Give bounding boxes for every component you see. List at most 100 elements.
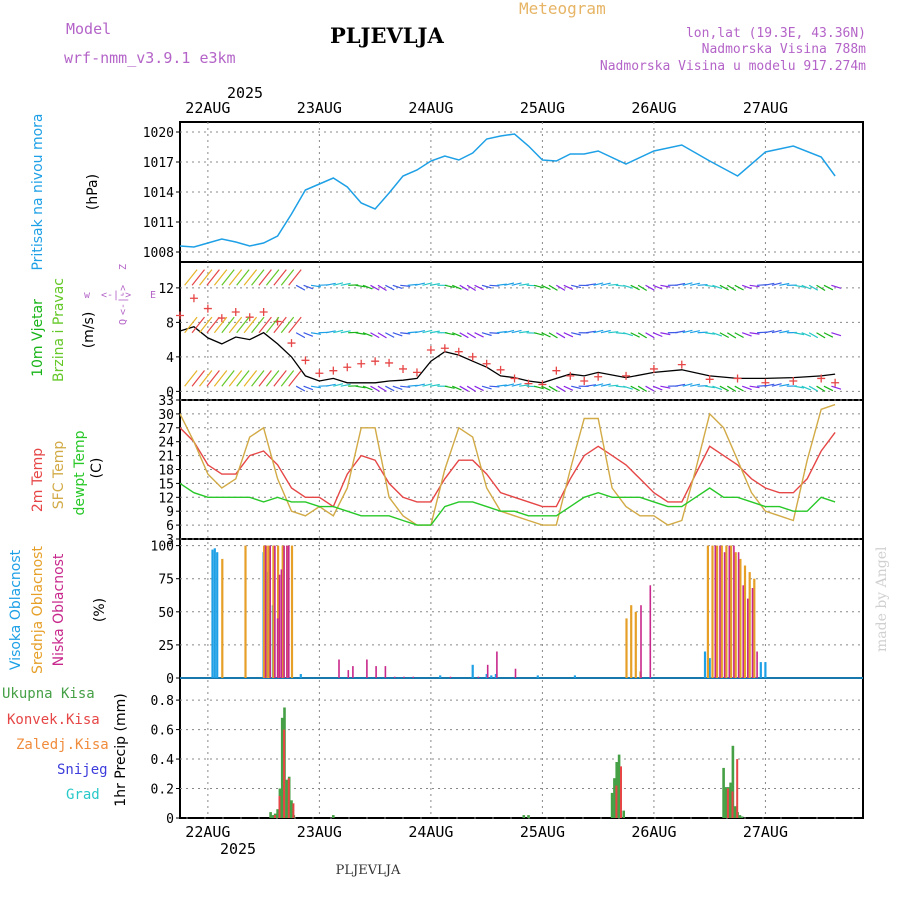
wind-gust-marker	[440, 344, 449, 353]
wind-direction-arrow	[764, 282, 775, 286]
wind-direction-arrow	[466, 385, 477, 392]
wind-direction-arrow	[370, 385, 380, 392]
mid-cloud-bar	[743, 565, 747, 678]
wind-direction-arrow	[548, 332, 558, 339]
wind-direction-arrow	[481, 284, 492, 289]
sfc-temp-line	[179, 403, 836, 526]
wind-direction-arrow	[697, 331, 708, 334]
total-precip-bar	[617, 754, 621, 818]
mid-cloud-bar	[625, 618, 628, 678]
wind-direction-arrow	[741, 332, 752, 337]
total-precip-bar	[610, 792, 614, 818]
low-cloud-bar	[449, 676, 452, 678]
low-cloud-bar	[393, 676, 396, 678]
wind-gust-marker	[594, 372, 603, 381]
wind-direction-arrow	[556, 284, 566, 291]
wind-dir-z: Z	[118, 264, 129, 270]
wind-direction-arrow	[704, 385, 715, 389]
wind-direction-arrow	[303, 284, 314, 290]
y-tick-label: 0	[166, 672, 174, 687]
wind-direction-arrow	[303, 385, 314, 391]
wind-direction-arrow	[362, 385, 373, 391]
wind-direction-arrow	[385, 332, 395, 338]
y-tick-label: 15	[158, 477, 174, 492]
wind-direction-arrow	[556, 385, 566, 392]
wind-direction-arrow	[280, 316, 295, 334]
low-cloud-bar	[751, 588, 754, 678]
wind-direction-arrow	[600, 383, 611, 387]
wind-gust-marker	[329, 366, 338, 375]
wind-direction-arrow	[749, 385, 760, 389]
wind-direction-arrow	[422, 329, 433, 334]
wind-direction-arrow	[660, 332, 671, 336]
wind-direction-arrow	[377, 385, 387, 392]
total-precip-bar	[290, 800, 293, 818]
mid-cloud-bar	[221, 558, 224, 678]
elevation-text: Nadmorska Visina 788m	[702, 42, 867, 57]
wind-direction-arrow	[571, 385, 582, 390]
low-cloud-bar	[278, 574, 281, 678]
high-cloud-bar	[573, 675, 576, 678]
wind-direction-arrow	[392, 385, 403, 390]
wind-direction-arrow	[310, 332, 321, 335]
wind-direction-arrow	[831, 385, 842, 390]
model-name: wrf-nmm_v3.9.1 e3km	[64, 49, 236, 67]
wind-direction-arrow	[808, 385, 819, 392]
y-tick-label: 9	[166, 505, 174, 520]
low-cloud-bar	[742, 585, 744, 678]
axis-ticks: 22AUG 22AUG 23AUG 23AUG 24AUG 24AUG 25AUG 25AUG…	[143, 99, 788, 841]
conv-precip-bar	[615, 785, 618, 818]
wind-direction-arrow	[801, 385, 812, 391]
wind-direction-arrow	[414, 383, 426, 387]
wind-direction-arrow	[295, 332, 306, 339]
low-cloud-bar	[747, 598, 749, 678]
wind-direction-arrow	[191, 316, 205, 334]
wind-direction-arrow	[452, 284, 462, 290]
low-cloud-bar	[733, 545, 735, 678]
precip-unit: 1hr Precip (mm)	[113, 693, 129, 806]
mid-cloud-bar	[244, 545, 247, 678]
wind-direction-arrow	[623, 332, 633, 337]
high-cloud-bar	[485, 674, 488, 678]
y-tick-label: 75	[158, 573, 174, 588]
wind-gust-marker	[426, 345, 435, 354]
y-tick-label: 3	[166, 533, 174, 548]
total-precip-bar	[738, 815, 742, 818]
wind-direction-arrow	[496, 384, 507, 387]
wind-direction-arrow	[519, 330, 530, 334]
wind-direction-arrow	[474, 332, 484, 338]
y-tick-label: 0.8	[151, 694, 174, 709]
wind-direction-arrow	[429, 330, 440, 334]
wind-direction-arrow	[295, 284, 306, 291]
y-tick-label: 24	[158, 436, 174, 451]
product-title: Meteogram	[519, 0, 606, 18]
wind-direction-arrow	[563, 284, 574, 290]
wind-direction-arrow	[712, 332, 723, 337]
wind-gust-marker	[482, 359, 491, 368]
wind-direction-arrow	[801, 284, 812, 290]
x-tick-label-top: 27AUG	[743, 99, 788, 117]
wind-gust-marker	[468, 352, 477, 361]
wind-direction-arrow	[280, 269, 295, 286]
total-precip-bar	[729, 782, 732, 818]
wind-direction-arrow	[273, 316, 287, 334]
wind-direction-arrow	[630, 332, 640, 338]
low-cloud-bar	[280, 569, 283, 678]
credit-text: made by Angel	[874, 546, 890, 652]
total-precip-bar	[613, 778, 616, 818]
wind-direction-arrow	[466, 332, 477, 339]
wind-direction-arrow	[816, 332, 826, 339]
wind-gust-marker	[454, 347, 463, 356]
wind-gust-marker	[301, 356, 310, 365]
wind-direction-arrow	[623, 284, 633, 289]
mid-cloud-bar	[290, 545, 294, 678]
legend-frz-rain: Zaledj.Kisa	[16, 737, 109, 753]
wind-direction-arrow	[474, 385, 484, 392]
wind-direction-arrow	[734, 385, 744, 392]
high-cloud-bar	[216, 552, 219, 678]
wind-direction-arrow	[213, 269, 228, 286]
wind-direction-arrow	[749, 284, 760, 288]
x-tick-label-top: 23AUG	[297, 99, 342, 117]
low-cloud-bar	[640, 605, 642, 678]
wind-gust-marker	[385, 358, 394, 367]
